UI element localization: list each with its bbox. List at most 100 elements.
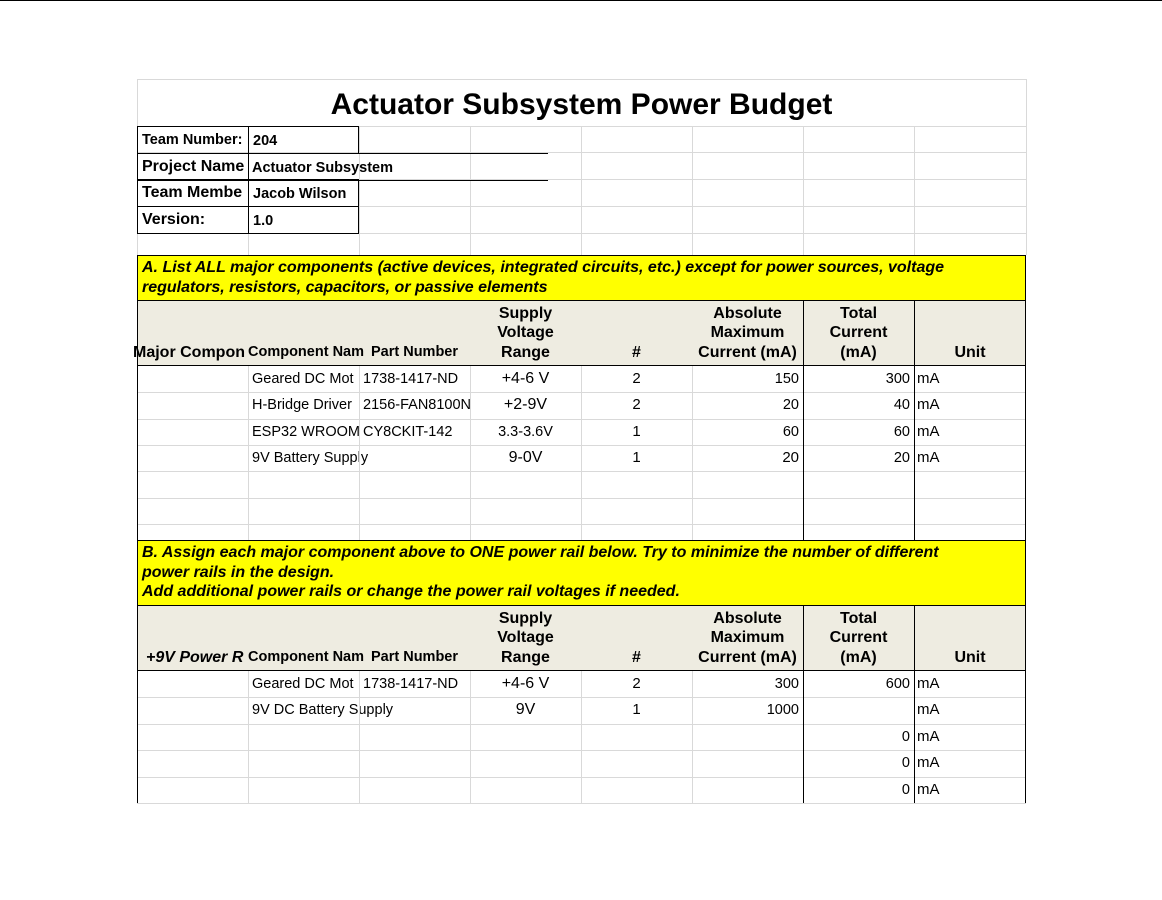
header-line: Absolute <box>713 609 782 627</box>
abs-max-current-cell <box>692 777 803 803</box>
header-line: (mA) <box>840 343 877 361</box>
table-row: H-Bridge Driver 2156-FAN8100N +2-9V 2 20 40 mA <box>137 392 1026 418</box>
info-value: 204 <box>248 126 359 154</box>
part-number-cell <box>359 697 470 723</box>
row-gridline <box>137 803 1026 804</box>
gridline <box>1026 79 1027 255</box>
column-border <box>1025 301 1026 366</box>
header-line: Absolute <box>713 304 782 322</box>
info-value: 1.0 <box>248 206 359 234</box>
column-border <box>1025 366 1026 551</box>
supply-voltage-cell: 3.3-3.6V <box>498 423 553 440</box>
abs-max-current-cell: 300 <box>774 676 799 692</box>
section-b-banner-line: Add additional power rails or change the… <box>142 583 680 600</box>
supply-voltage-cell: 9V <box>515 701 536 719</box>
column-gridline <box>692 366 693 551</box>
unit-cell: mA <box>917 780 940 798</box>
abs-max-current-cell <box>692 724 803 750</box>
unit-cell: mA <box>917 675 940 692</box>
header-line: Voltage <box>497 629 554 646</box>
column-gridline <box>692 671 693 803</box>
table-row: ESP32 WROOM CY8CKIT-142 3.3-3.6V 1 60 60 mA <box>137 419 1026 445</box>
header-line: Current <box>829 324 888 341</box>
column-border <box>914 366 915 551</box>
component-name-cell: Geared DC Mot <box>252 676 354 692</box>
header-line: Maximum <box>710 324 785 341</box>
total-current-cell: 20 <box>893 449 910 466</box>
count-header: # <box>632 343 641 361</box>
column-border <box>914 671 915 803</box>
component-name-cell: H-Bridge Driver <box>252 397 352 414</box>
table-row: 0 mA <box>137 724 1026 750</box>
section-a-banner-line: regulators, resistors, capacitors, or pa… <box>142 278 548 296</box>
page-title: Actuator Subsystem Power Budget <box>330 88 833 121</box>
column-gridline <box>470 671 471 803</box>
count-cell <box>581 777 692 803</box>
section-a-header-row: Major Compon Component Nam Part Number Supp… <box>133 301 1026 366</box>
spreadsheet-page: Actuator Subsystem Power Budget Team Num… <box>133 79 1027 804</box>
count-cell: 2 <box>632 675 641 692</box>
supply-voltage-cell: 9-0V <box>508 448 543 466</box>
supply-voltage-cell <box>470 724 581 750</box>
column-border <box>1025 606 1026 671</box>
table-row: 0 mA <box>137 750 1026 776</box>
part-number-cell: 1738-1417-ND <box>363 371 459 387</box>
abs-max-current-cell: 20 <box>782 448 799 466</box>
supply-voltage-cell: +4-6 V <box>501 370 550 387</box>
component-name-cell: 9V DC Battery Supply <box>252 702 394 719</box>
unit-cell: mA <box>917 727 940 745</box>
count-cell <box>581 750 692 776</box>
part-number-cell <box>359 445 470 471</box>
window-top-border <box>0 0 1162 1</box>
gridline <box>581 126 582 255</box>
count-cell: 2 <box>632 396 641 414</box>
unit-cell: mA <box>917 754 940 772</box>
header-line: Current <box>829 629 888 646</box>
part-number-cell: 2156-FAN8100N <box>363 397 470 414</box>
gridline <box>137 79 1026 80</box>
table-row: 0 mA <box>137 777 1026 803</box>
supply-voltage-cell <box>470 777 581 803</box>
table-row: Geared DC Mot 1738-1417-ND +4-6 V 2 150 300 mA <box>137 366 1026 392</box>
table-row: Geared DC Mot 1738-1417-ND +4-6 V 2 300 600 mA <box>137 671 1026 697</box>
header-line: (mA) <box>840 648 877 666</box>
component-name-header: Component Nam <box>248 343 364 360</box>
supply-voltage-cell <box>470 750 581 776</box>
section-a-banner-line: A. List ALL major components (active dev… <box>142 259 945 276</box>
abs-max-current-cell <box>692 750 803 776</box>
info-value: Jacob Wilson <box>248 179 359 207</box>
info-label: Team Number: <box>137 126 249 154</box>
gridline <box>470 126 471 255</box>
column-border <box>1025 671 1026 803</box>
component-name-cell: Geared DC Mot <box>252 371 354 387</box>
abs-max-current-cell: 20 <box>782 397 799 414</box>
component-name-header: Component Nam <box>248 648 364 665</box>
header-line: Range <box>501 343 550 361</box>
section-b-header-row: +9V Power R Component Nam Part Number Suppl… <box>137 606 1026 671</box>
abs-max-current-cell: 150 <box>774 371 799 387</box>
unit-cell: mA <box>917 422 940 440</box>
part-number-cell <box>359 724 470 750</box>
supply-voltage-cell: +4-6 V <box>501 675 550 692</box>
section-b-banner: B. Assign each major component above to … <box>137 540 1026 606</box>
total-current-cell: 600 <box>885 676 910 692</box>
gridline <box>359 126 360 255</box>
header-line: Current (mA) <box>698 343 797 361</box>
part-number-header: Part Number <box>370 648 459 665</box>
header-line: Total <box>839 304 878 322</box>
part-number-cell: CY8CKIT-142 <box>363 423 453 440</box>
count-cell: 1 <box>632 422 641 440</box>
section-a-banner: A. List ALL major components (active dev… <box>137 255 1026 301</box>
header-line: Total <box>839 609 878 627</box>
component-name-cell: 9V Battery Supply <box>252 449 369 466</box>
count-cell: 1 <box>632 701 641 719</box>
info-label: Version: <box>137 206 249 234</box>
section-b-banner-line: B. Assign each major component above to … <box>142 544 939 561</box>
column-gridline <box>248 366 249 551</box>
unit-cell: mA <box>917 448 940 466</box>
column-gridline <box>359 671 360 803</box>
part-number-cell <box>359 750 470 776</box>
count-cell: 1 <box>632 448 641 466</box>
table-row: 9V Battery Supply 9-0V 1 20 20 mA <box>137 445 1026 471</box>
abs-max-current-header: Absolute Maximum Current (mA) <box>692 304 803 363</box>
